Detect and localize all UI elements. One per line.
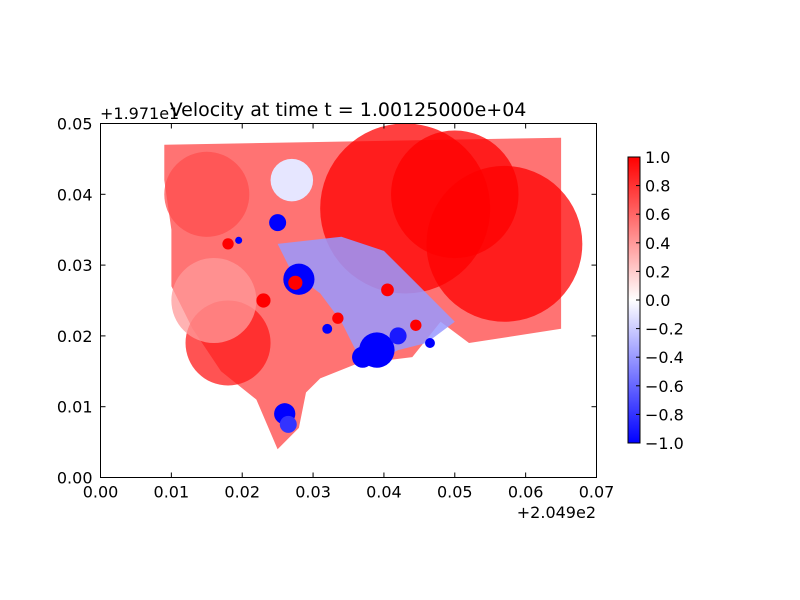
velocity-spot <box>332 312 344 324</box>
velocity-spot <box>235 236 243 244</box>
y-tick-label: 0.03 <box>57 256 93 275</box>
x-tick-label: 0.05 <box>437 483 473 502</box>
velocity-blob <box>164 151 250 237</box>
x-tick-label: 0.07 <box>579 483 615 502</box>
velocity-spot <box>425 338 435 348</box>
plot-area: 0.00 0.01 0.02 0.03 0.04 0.05 0.06 0.07 0.000.0… <box>57 115 614 502</box>
wake-region <box>277 236 455 365</box>
colorbar-tick-label: 1.0 <box>645 148 670 167</box>
y-offset-label: +1.971e1 <box>100 104 179 123</box>
y-tick-label: 0.00 <box>57 469 93 488</box>
velocity-spot <box>288 275 303 290</box>
velocity-spot <box>256 293 271 308</box>
y-tick-label: 0.01 <box>57 398 93 417</box>
y-axis: 0.00 0.01 0.02 0.03 0.04 0.05 <box>57 115 597 488</box>
colorbar-tick-label: −0.4 <box>645 348 684 367</box>
colorbar-ticks: 1.0 0.8 0.6 0.4 0.2 0.0 −0.2 −0.4 −0.6 −0.8 −1.0 <box>636 148 684 453</box>
x-tick-label: 0.03 <box>295 483 331 502</box>
colorbar-tick-label: 0.6 <box>645 205 670 224</box>
chart-title: Velocity at time t = 1.00125000e+04 <box>170 99 527 121</box>
y-tick-label: 0.02 <box>57 327 93 346</box>
velocity-spot <box>352 346 374 368</box>
velocity-spot <box>270 158 314 202</box>
colorbar-tick-label: −0.2 <box>645 320 684 339</box>
x-tick-label: 0.06 <box>508 483 544 502</box>
y-tick-label: 0.05 <box>57 115 93 134</box>
colorbar-tick-label: 0.8 <box>645 177 670 196</box>
plot-frame <box>100 123 597 478</box>
velocity-spot <box>322 323 333 334</box>
colorbar: 1.0 0.8 0.6 0.4 0.2 0.0 −0.2 −0.4 −0.6 −0.8 −1.0 <box>627 148 684 453</box>
colorbar-tick-label: 0.4 <box>645 234 670 253</box>
colorbar-gradient <box>628 157 640 443</box>
x-tick-label: 0.01 <box>154 483 190 502</box>
velocity-blob <box>391 130 519 259</box>
velocity-spot <box>410 319 422 331</box>
x-tick-label: 0.00 <box>83 483 119 502</box>
velocity-spot <box>222 238 234 250</box>
velocity-spot <box>279 415 297 433</box>
velocity-spot <box>389 327 407 345</box>
velocity-spot <box>381 283 394 297</box>
velocity-field <box>164 123 583 450</box>
x-tick-label: 0.04 <box>366 483 402 502</box>
colorbar-tick-label: −0.8 <box>645 405 684 424</box>
colorbar-tick-label: 0.2 <box>645 262 670 281</box>
velocity-blob <box>171 257 257 344</box>
velocity-spot <box>269 214 287 232</box>
colorbar-tick-label: 0.0 <box>645 291 670 310</box>
x-tick-label: 0.02 <box>224 483 260 502</box>
colorbar-tick-label: −0.6 <box>645 377 684 396</box>
x-offset-label: +2.049e2 <box>517 503 596 522</box>
x-axis: 0.00 0.01 0.02 0.03 0.04 0.05 0.06 0.07 <box>83 123 615 502</box>
y-tick-label: 0.04 <box>57 185 93 204</box>
colorbar-tick-label: −1.0 <box>645 434 684 453</box>
